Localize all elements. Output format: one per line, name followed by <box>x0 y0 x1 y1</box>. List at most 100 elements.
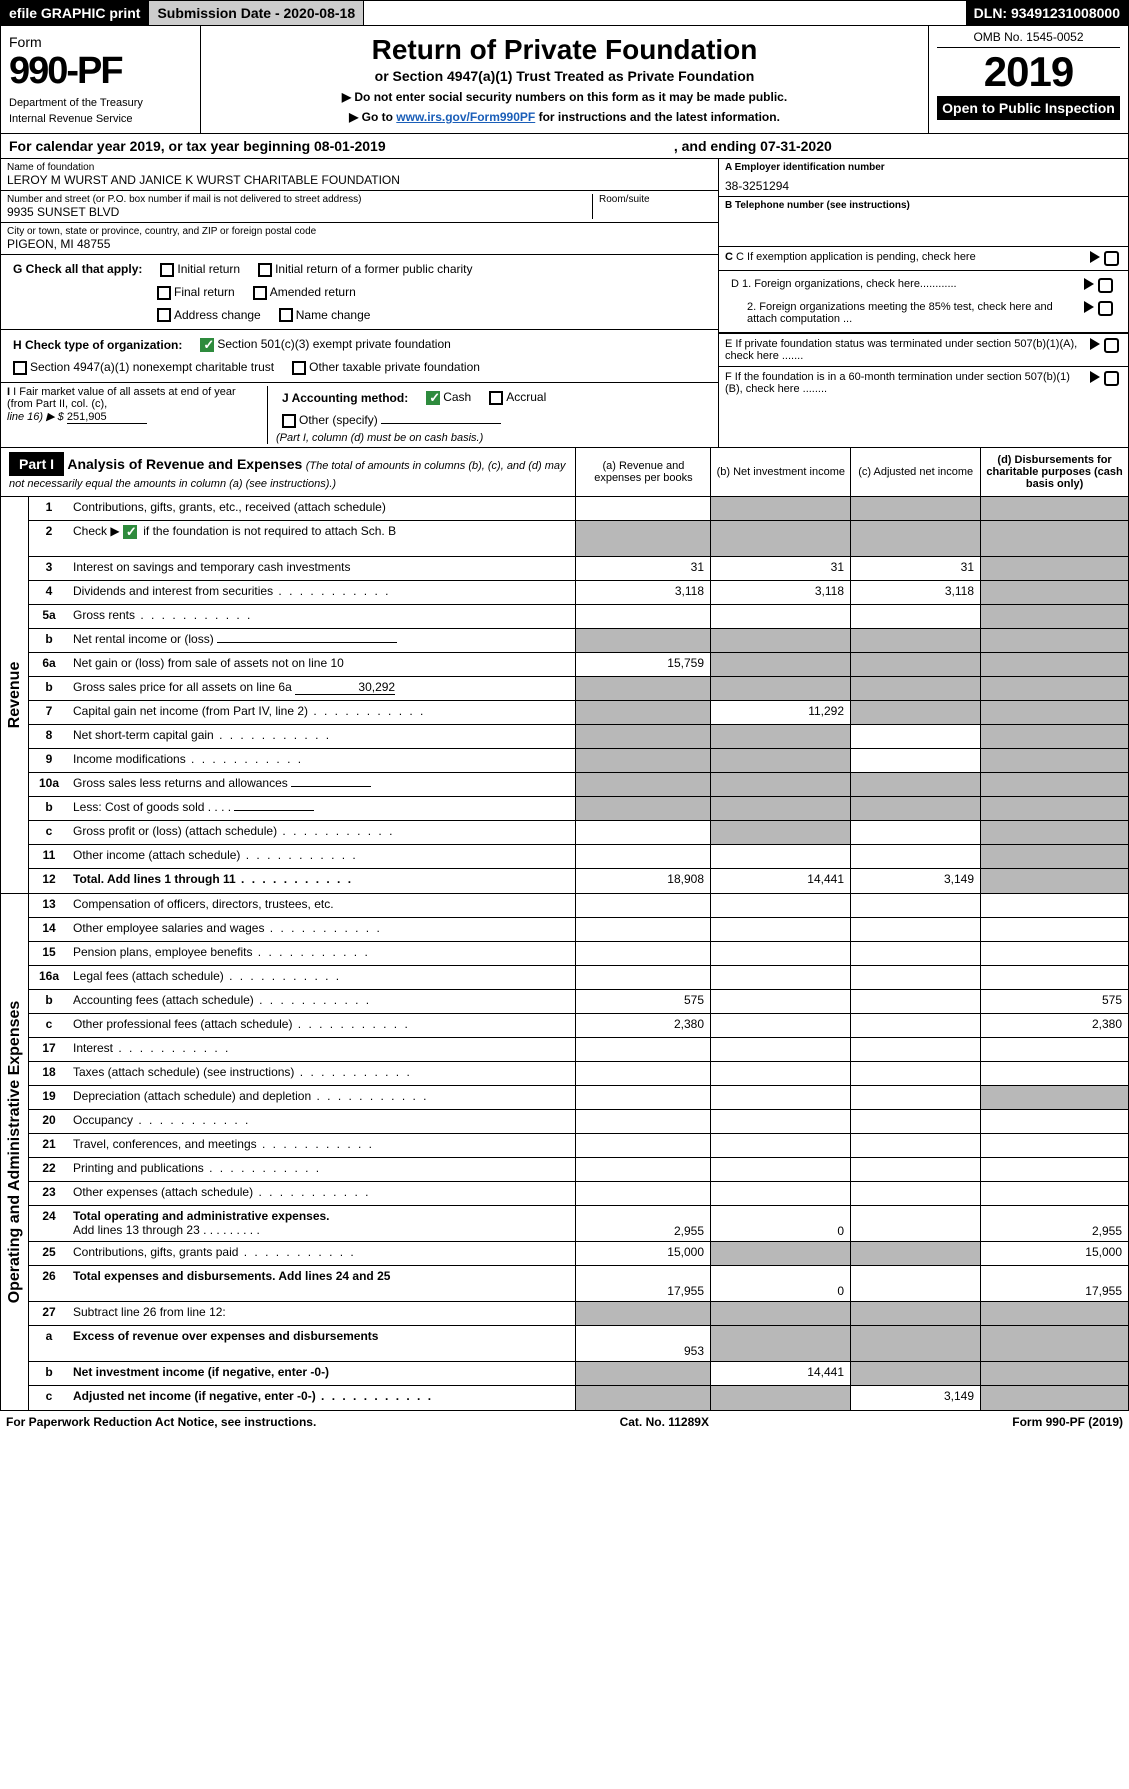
d2-checkbox[interactable] <box>1098 301 1113 316</box>
part1-badge: Part I <box>9 452 64 476</box>
form-title: Return of Private Foundation <box>217 34 912 66</box>
section-g: G Check all that apply: Initial return I… <box>1 255 718 330</box>
addr-change-checkbox[interactable] <box>157 308 171 322</box>
row5b-desc: Net rental income or (loss) <box>69 629 575 652</box>
c-checkbox[interactable] <box>1104 251 1119 266</box>
r26-d: 17,955 <box>980 1266 1128 1301</box>
r4-b: 3,118 <box>710 581 850 604</box>
name-change-checkbox[interactable] <box>279 308 293 322</box>
dept-irs: Internal Revenue Service <box>9 113 192 125</box>
other-taxable-checkbox[interactable] <box>292 361 306 375</box>
calendar-year-row: For calendar year 2019, or tax year begi… <box>0 134 1129 159</box>
e-checkbox[interactable] <box>1104 338 1119 353</box>
r27a-a: 953 <box>575 1326 710 1361</box>
efile-button[interactable]: efile GRAPHIC print <box>1 1 149 25</box>
form-header: Form 990-PF Department of the Treasury I… <box>0 26 1129 134</box>
r24-b: 0 <box>710 1206 850 1241</box>
r16b-a: 575 <box>575 990 710 1013</box>
arrow-icon <box>1090 338 1100 350</box>
arrow-icon <box>1090 371 1100 383</box>
col-a-header: (a) Revenue and expenses per books <box>575 448 710 496</box>
tax-year: 2019 <box>937 48 1120 96</box>
section-c: C C If exemption application is pending,… <box>719 247 1128 270</box>
footer-left: For Paperwork Reduction Act Notice, see … <box>6 1415 316 1429</box>
other-method-label: Other (specify) <box>299 413 378 427</box>
section-f: F If the foundation is in a 60-month ter… <box>719 366 1128 447</box>
row16c-desc: Other professional fees (attach schedule… <box>69 1014 575 1037</box>
r3-a: 31 <box>575 557 710 580</box>
initial-former-checkbox[interactable] <box>258 263 272 277</box>
r4-a: 3,118 <box>575 581 710 604</box>
r7-b: 11,292 <box>710 701 850 724</box>
cash-label: Cash <box>443 390 471 404</box>
row10c-desc: Gross profit or (loss) (attach schedule) <box>69 821 575 844</box>
j-note: (Part I, column (d) must be on cash basi… <box>276 432 483 444</box>
top-bar: efile GRAPHIC print Submission Date - 20… <box>0 0 1129 26</box>
row12-desc: Total. Add lines 1 through 11 <box>69 869 575 893</box>
phone-label: B Telephone number (see instructions) <box>725 200 910 211</box>
r26-b: 0 <box>710 1266 850 1301</box>
addr-change-label: Address change <box>174 308 261 322</box>
i-line-label: line 16) ▶ $ <box>7 411 64 423</box>
r24-d: 2,955 <box>980 1206 1128 1241</box>
row27c-desc: Adjusted net income (if negative, enter … <box>69 1386 575 1410</box>
501c3-checkbox[interactable] <box>200 338 214 352</box>
r24-a: 2,955 <box>575 1206 710 1241</box>
instruct-2: ▶ Go to www.irs.gov/Form990PF for instru… <box>217 110 912 124</box>
f-label: F If the foundation is in a 60-month ter… <box>725 371 1086 395</box>
4947-label: Section 4947(a)(1) nonexempt charitable … <box>30 360 274 374</box>
501c3-label: Section 501(c)(3) exempt private foundat… <box>217 337 450 351</box>
form-label: Form <box>9 34 192 50</box>
other-method-input[interactable] <box>381 423 501 424</box>
f-checkbox[interactable] <box>1104 371 1119 386</box>
initial-return-checkbox[interactable] <box>160 263 174 277</box>
r12-c: 3,149 <box>850 869 980 893</box>
footer-right: Form 990-PF (2019) <box>1012 1415 1123 1429</box>
form-subtitle: or Section 4947(a)(1) Trust Treated as P… <box>217 68 912 84</box>
accrual-checkbox[interactable] <box>489 391 503 405</box>
form-number: 990-PF <box>9 50 192 93</box>
page-footer: For Paperwork Reduction Act Notice, see … <box>0 1411 1129 1433</box>
r3-c: 31 <box>850 557 980 580</box>
row1-desc: Contributions, gifts, grants, etc., rece… <box>69 497 575 520</box>
row6a-desc: Net gain or (loss) from sale of assets n… <box>69 653 575 676</box>
row10a-desc: Gross sales less returns and allowances <box>69 773 575 796</box>
row18-desc: Taxes (attach schedule) (see instruction… <box>69 1062 575 1085</box>
foundation-name: LEROY M WURST AND JANICE K WURST CHARITA… <box>7 173 712 187</box>
sch-b-checkbox[interactable] <box>123 525 137 539</box>
irs-link[interactable]: www.irs.gov/Form990PF <box>396 110 535 124</box>
ein-value: 38-3251294 <box>725 179 1122 193</box>
addr-label: Number and street (or P.O. box number if… <box>7 194 592 205</box>
addr-value: 9935 SUNSET BLVD <box>7 205 592 219</box>
section-d: D 1. Foreign organizations, check here..… <box>719 270 1128 333</box>
row7-desc: Capital gain net income (from Part IV, l… <box>69 701 575 724</box>
final-return-checkbox[interactable] <box>157 286 171 300</box>
row27a-desc: Excess of revenue over expenses and disb… <box>69 1326 575 1361</box>
instruct-post: for instructions and the latest informat… <box>535 110 780 124</box>
ein-label: A Employer identification number <box>725 162 885 173</box>
row6b-desc: Gross sales price for all assets on line… <box>69 677 575 700</box>
other-taxable-label: Other taxable private foundation <box>309 360 480 374</box>
other-method-checkbox[interactable] <box>282 414 296 428</box>
cash-checkbox[interactable] <box>426 391 440 405</box>
d1-checkbox[interactable] <box>1098 278 1113 293</box>
row13-desc: Compensation of officers, directors, tru… <box>69 894 575 917</box>
amended-return-checkbox[interactable] <box>253 286 267 300</box>
r27b-b: 14,441 <box>710 1362 850 1385</box>
instruct-1: ▶ Do not enter social security numbers o… <box>217 90 912 104</box>
dln: DLN: 93491231008000 <box>966 1 1128 25</box>
dept-treasury: Department of the Treasury <box>9 97 192 109</box>
revenue-table: Revenue 1Contributions, gifts, grants, e… <box>0 497 1129 894</box>
h-label: H Check type of organization: <box>13 338 182 352</box>
row8-desc: Net short-term capital gain <box>69 725 575 748</box>
4947-checkbox[interactable] <box>13 361 27 375</box>
row25-desc: Contributions, gifts, grants paid <box>69 1242 575 1265</box>
cal-year-end: , and ending 07-31-2020 <box>674 138 832 154</box>
row16b-desc: Accounting fees (attach schedule) <box>69 990 575 1013</box>
initial-former-label: Initial return of a former public charit… <box>275 262 472 276</box>
row27-desc: Subtract line 26 from line 12: <box>69 1302 575 1325</box>
e-label: E If private foundation status was termi… <box>725 338 1086 362</box>
section-ij: I I Fair market value of all assets at e… <box>1 383 718 447</box>
arrow-icon <box>1084 301 1094 313</box>
info-section: Name of foundation LEROY M WURST AND JAN… <box>0 159 1129 448</box>
